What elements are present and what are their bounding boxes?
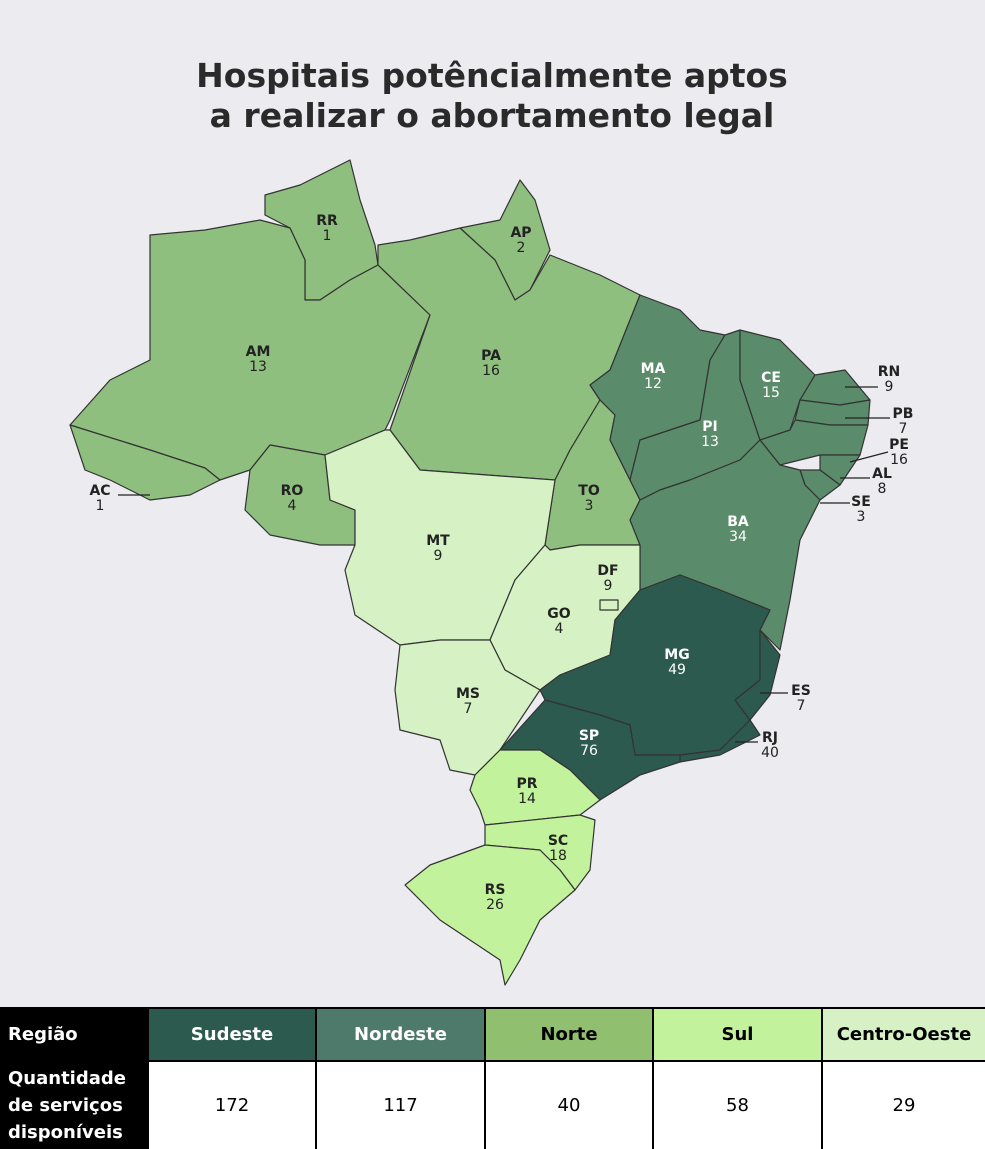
state-value: 7 <box>797 698 806 714</box>
table-header: Centro-Oeste <box>821 1007 985 1060</box>
state-abbr: ES <box>791 683 811 699</box>
state-abbr: SC <box>548 833 568 849</box>
state-value: 13 <box>249 359 267 375</box>
state-abbr: CE <box>761 370 781 386</box>
state-abbr: GO <box>547 606 570 622</box>
table-header: Norte <box>484 1007 652 1060</box>
state-value: 1 <box>96 498 105 514</box>
state-value: 13 <box>701 434 719 450</box>
state-abbr: AC <box>89 483 110 499</box>
state-value: 7 <box>899 421 908 437</box>
state-value: 16 <box>482 363 500 379</box>
state-shape <box>739 329 816 441</box>
state-abbr: MA <box>641 361 666 377</box>
table-header: Sudeste <box>147 1007 315 1060</box>
state-abbr: PB <box>893 406 914 422</box>
state-abbr: BA <box>727 514 749 530</box>
state-value: 4 <box>288 498 297 514</box>
state-value: 34 <box>729 529 747 545</box>
table-cell: 29 <box>821 1060 985 1149</box>
table-cell: 40 <box>484 1060 652 1149</box>
state-value: 7 <box>464 701 473 717</box>
state-abbr: MT <box>426 533 450 549</box>
state-value: 26 <box>486 897 504 913</box>
state-value: 8 <box>878 481 887 497</box>
state-abbr: RJ <box>762 730 778 746</box>
state-abbr: PR <box>516 776 537 792</box>
leader-line <box>849 451 889 463</box>
state-shape <box>599 599 619 611</box>
state-abbr: PA <box>481 348 501 364</box>
state-value: 9 <box>885 379 894 395</box>
table-header: Nordeste <box>315 1007 484 1060</box>
state-value: 1 <box>323 228 332 244</box>
state-value: 2 <box>517 240 526 256</box>
state-abbr: SE <box>851 494 871 510</box>
table-header: Sul <box>652 1007 821 1060</box>
state-abbr: DF <box>597 563 618 579</box>
state-value: 12 <box>644 376 662 392</box>
state-abbr: TO <box>578 483 600 499</box>
state-shape <box>69 424 221 501</box>
state-value: 15 <box>762 385 780 401</box>
table: Região Sudeste Nordeste Norte Sul Centro-Oest… <box>0 1007 985 1149</box>
state-abbr: RR <box>316 213 338 229</box>
state-value: 18 <box>549 848 567 864</box>
state-abbr: RO <box>281 483 304 499</box>
state-abbr: AM <box>246 344 271 360</box>
table-header: Região <box>0 1007 147 1060</box>
state-abbr: SP <box>579 728 599 744</box>
state-value: 3 <box>585 498 594 514</box>
state-shape <box>404 844 576 986</box>
table-cell: 172 <box>147 1060 315 1149</box>
state-abbr: RN <box>878 364 901 380</box>
state-abbr: PE <box>889 437 909 453</box>
state-abbr: AL <box>872 466 892 482</box>
state-value: 76 <box>580 743 598 759</box>
state-abbr: PI <box>702 419 717 435</box>
state-value: 3 <box>857 509 866 525</box>
state-shape <box>69 219 431 481</box>
state-abbr: AP <box>510 225 531 241</box>
state-value: 4 <box>555 621 564 637</box>
state-value: 9 <box>434 548 443 564</box>
table-cell: 117 <box>315 1060 484 1149</box>
state-value: 16 <box>890 452 908 468</box>
state-value: 40 <box>761 745 779 761</box>
table-cell: Quantidade de serviços disponíveis <box>0 1060 147 1149</box>
map: RR1 AP2AM13PA16AC1RO4TO3MA12PI13CE15RN9PB… <box>69 159 914 986</box>
state-value: 9 <box>604 578 613 594</box>
state-value: 14 <box>518 791 536 807</box>
table-cell: 58 <box>652 1060 821 1149</box>
title: Hospitais potêncialmente aptos a realiza… <box>196 56 788 135</box>
state-abbr: MG <box>664 647 689 663</box>
state-value: 49 <box>668 662 686 678</box>
state-abbr: MS <box>456 686 480 702</box>
state-abbr: RS <box>485 882 506 898</box>
